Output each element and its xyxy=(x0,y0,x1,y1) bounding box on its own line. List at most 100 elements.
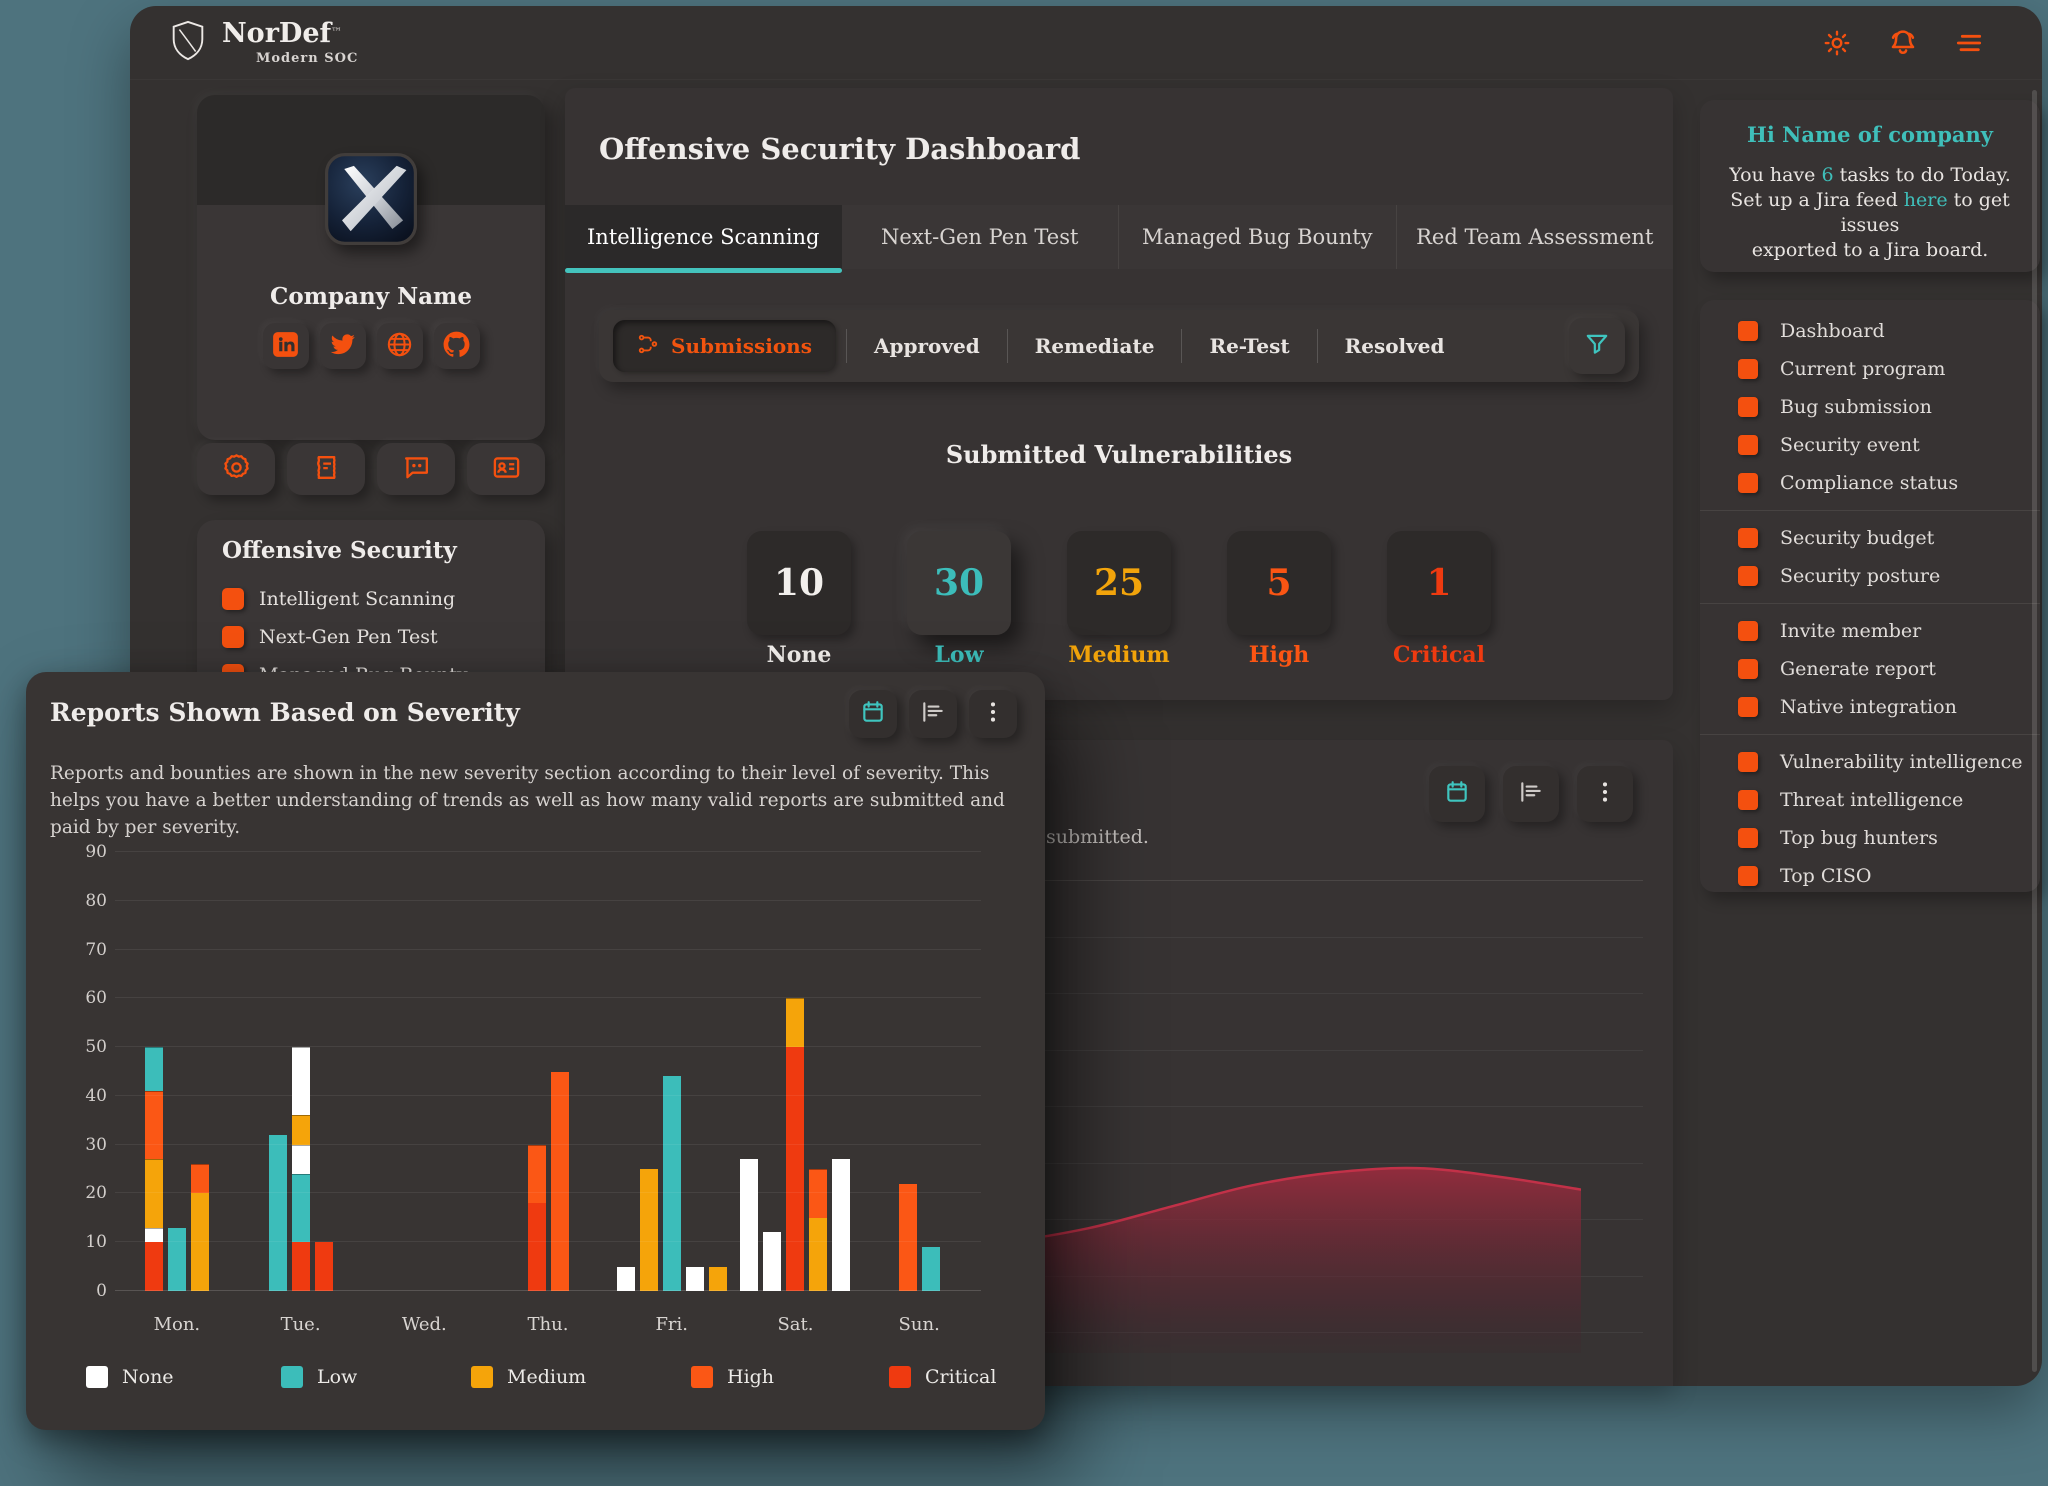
top-header: NorDef™ Modern SOC xyxy=(130,6,2042,80)
severity-bar xyxy=(190,1164,209,1291)
brand-name: NorDef xyxy=(222,18,332,49)
task-item-dashboard[interactable]: Dashboard xyxy=(1700,312,2040,350)
stat-value: 10 xyxy=(773,562,825,604)
task-item-invite-member[interactable]: Invite member xyxy=(1700,612,2040,650)
menu-item-label: Intelligent Scanning xyxy=(259,588,456,610)
task-item-vulnerability-intelligence[interactable]: Vulnerability intelligence xyxy=(1700,743,2040,781)
quick-actions-row xyxy=(197,443,545,495)
bar-segment-critical xyxy=(144,1242,163,1291)
theme-sun-icon[interactable] xyxy=(1819,25,1855,61)
severity-bar xyxy=(527,1144,546,1291)
page-scrollbar[interactable] xyxy=(2032,90,2037,1372)
submissions-icon xyxy=(637,333,659,360)
x-axis-label: Sun. xyxy=(898,1314,940,1335)
x-axis-label: Thu. xyxy=(527,1314,569,1335)
task-item-label: Vulnerability intelligence xyxy=(1780,751,2023,773)
severity-bar-chart: Mon. Tue. Wed. Thu. Fri. Sat. Sun. 0 10 20 30 40 50… xyxy=(85,842,981,1335)
receipt-button[interactable] xyxy=(287,443,365,495)
calendar-button[interactable] xyxy=(1429,766,1485,822)
tasks-divider xyxy=(1700,603,2040,604)
task-item-bullet xyxy=(1738,866,1758,886)
bar-segment-low xyxy=(291,1173,310,1243)
tab-next-gen-pen-test[interactable]: Next-Gen Pen Test xyxy=(881,225,1079,249)
jira-link[interactable]: here xyxy=(1903,189,1948,211)
vulnerability-stats-row: 10 None 30 Low 25 Medium 5 High 1 Critical xyxy=(565,531,1673,668)
chat-button[interactable] xyxy=(377,443,455,495)
task-item-bug-submission[interactable]: Bug submission xyxy=(1700,388,2040,426)
company-name: Company Name xyxy=(270,283,472,310)
subtab-re-test[interactable]: Re-Test xyxy=(1181,329,1316,363)
task-item-bullet xyxy=(1738,566,1758,586)
tab-intelligence-scanning[interactable]: Intelligence Scanning xyxy=(565,205,842,273)
task-item-label: Security posture xyxy=(1780,565,1941,587)
legend-label: Critical xyxy=(925,1366,997,1388)
severity-bar xyxy=(832,1159,851,1291)
task-item-security-posture[interactable]: Security posture xyxy=(1700,557,2040,595)
calendar-button[interactable] xyxy=(849,690,897,738)
notifications-bell-icon[interactable] xyxy=(1885,25,1921,61)
tab-red-team-assessment[interactable]: Red Team Assessment xyxy=(1395,205,1674,269)
sidebar-item-next-gen-pen-test[interactable]: Next-Gen Pen Test xyxy=(222,618,520,656)
y-axis-tick: 30 xyxy=(85,1134,107,1155)
dashboard-panel: Offensive Security Dashboard Intelligenc… xyxy=(565,88,1673,700)
legend-label: None xyxy=(122,1366,174,1388)
task-item-label: Bug submission xyxy=(1780,396,1932,418)
stat-card-none[interactable]: 10 xyxy=(747,531,851,635)
twitter-button[interactable] xyxy=(319,323,366,369)
subtab-remediate[interactable]: Remediate xyxy=(1006,329,1182,363)
y-axis-tick: 60 xyxy=(85,988,107,1009)
bar-segment-medium xyxy=(291,1115,310,1145)
task-item-current-program[interactable]: Current program xyxy=(1700,350,2040,388)
subtab-submissions[interactable]: Submissions xyxy=(613,320,836,372)
task-item-security-event[interactable]: Security event xyxy=(1700,426,2040,464)
task-item-threat-intelligence[interactable]: Threat intelligence xyxy=(1700,781,2040,819)
bar-rows-button[interactable] xyxy=(1503,766,1559,822)
severity-bar xyxy=(268,1134,287,1291)
stat-card-low[interactable]: 30 xyxy=(907,531,1011,635)
task-item-top-ciso[interactable]: Top CISO xyxy=(1700,857,2040,895)
task-item-compliance-status[interactable]: Compliance status xyxy=(1700,464,2040,502)
x-axis-label: Wed. xyxy=(401,1314,447,1335)
severity-bar xyxy=(616,1266,635,1291)
day-slot-mon: Mon. xyxy=(115,852,239,1335)
bar-segment-medium xyxy=(144,1159,163,1228)
linkedin-button[interactable] xyxy=(262,323,309,369)
bar-segment-none xyxy=(832,1159,851,1291)
globe-icon xyxy=(386,331,413,362)
sidebar-item-intelligent-scanning[interactable]: Intelligent Scanning xyxy=(222,580,520,618)
subtab-approved[interactable]: Approved xyxy=(846,329,1007,363)
kebab-button[interactable] xyxy=(969,690,1017,738)
task-item-top-bug-hunters[interactable]: Top bug hunters xyxy=(1700,819,2040,857)
stat-card-high[interactable]: 5 xyxy=(1227,531,1331,635)
legend-label: High xyxy=(727,1366,775,1388)
area-gridline xyxy=(595,1162,1643,1164)
globe-button[interactable] xyxy=(376,323,423,369)
chart-gridline xyxy=(115,1241,981,1243)
contact-card-button[interactable] xyxy=(467,443,545,495)
chart-gridline xyxy=(115,899,981,901)
stat-none: 10 None xyxy=(743,531,855,668)
bar-rows-button[interactable] xyxy=(909,690,957,738)
menu-icon[interactable] xyxy=(1951,25,1987,61)
task-item-label: Invite member xyxy=(1780,620,1922,642)
tab-managed-bug-bounty[interactable]: Managed Bug Bounty xyxy=(1118,205,1396,269)
bar-rows-icon xyxy=(1518,779,1544,809)
task-item-security-budget[interactable]: Security budget xyxy=(1700,519,2040,557)
task-item-native-integration[interactable]: Native integration xyxy=(1700,688,2040,726)
y-axis-tick: 50 xyxy=(85,1037,107,1058)
trademark-symbol: ™ xyxy=(331,25,343,39)
linkedin-icon xyxy=(272,331,299,362)
kebab-button[interactable] xyxy=(1577,766,1633,822)
settings-gear-button[interactable] xyxy=(197,443,275,495)
stat-card-critical[interactable]: 1 xyxy=(1387,531,1491,635)
github-button[interactable] xyxy=(433,323,480,369)
stat-value: 30 xyxy=(933,562,985,604)
day-slot-sat: Sat. xyxy=(734,852,858,1335)
subtab-resolved[interactable]: Resolved xyxy=(1316,329,1472,363)
filter-button[interactable] xyxy=(1569,318,1625,374)
legend-label: Medium xyxy=(507,1366,587,1388)
legend-label: Low xyxy=(317,1366,358,1388)
stat-card-medium[interactable]: 25 xyxy=(1067,531,1171,635)
severity-bar xyxy=(898,1183,917,1291)
task-item-generate-report[interactable]: Generate report xyxy=(1700,650,2040,688)
